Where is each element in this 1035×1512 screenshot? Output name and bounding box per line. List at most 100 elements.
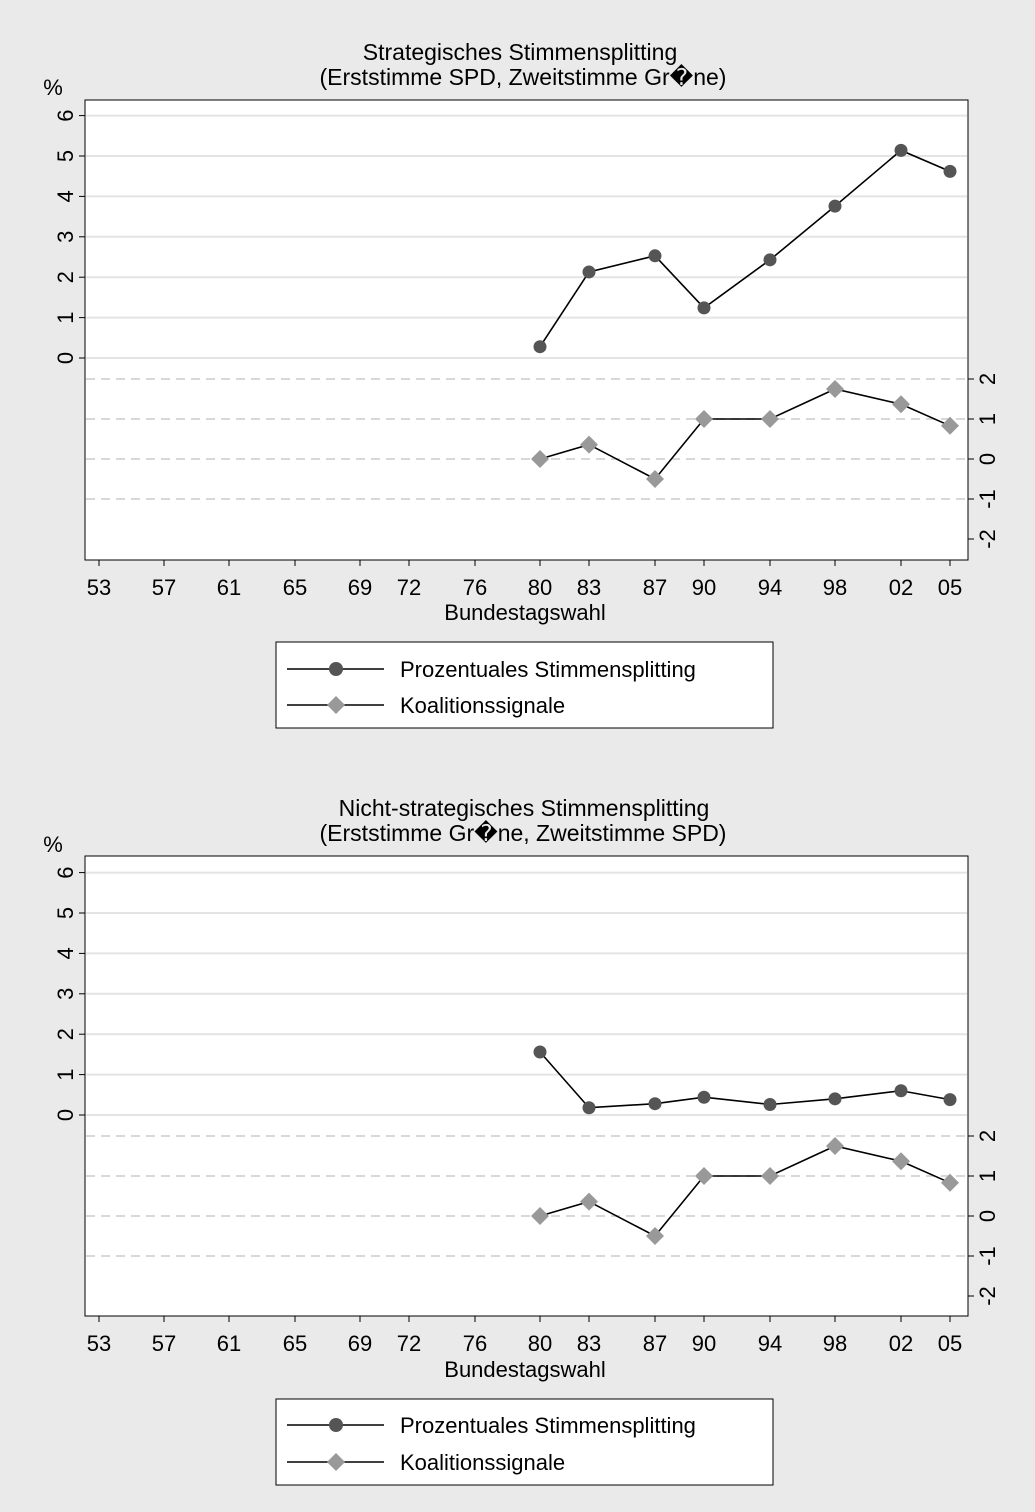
y-tick-label-left: 3 [53, 231, 78, 243]
data-point-circle [763, 253, 777, 267]
y-tick-label-right: -2 [975, 529, 1000, 549]
x-axis-label: Bundestagswahl [444, 1357, 605, 1382]
series-markers [531, 1045, 959, 1245]
x-tick-label: 61 [217, 575, 241, 600]
series-lines [539, 149, 951, 481]
data-point-circle [582, 1101, 596, 1115]
x-tick-label: 57 [152, 1331, 176, 1356]
data-point-circle [697, 301, 711, 315]
x-tick-label: 53 [87, 575, 111, 600]
y-tick-label-left: 3 [53, 988, 78, 1000]
data-point-diamond [761, 410, 779, 428]
y-tick-label-right: -1 [975, 1246, 1000, 1266]
x-tick-label: 87 [643, 575, 667, 600]
chart-title: Nicht-strategisches Stimmensplitting [339, 795, 710, 821]
y-axis-left: 0 1 2 3 4 5 6 [53, 109, 85, 364]
x-tick-label: 87 [643, 1331, 667, 1356]
y-axis-right: -2 -1 0 1 2 [968, 373, 1000, 549]
data-point-circle [697, 1090, 711, 1104]
y-tick-label-left: 4 [53, 947, 78, 959]
y-tick-label-left: 6 [53, 109, 78, 121]
x-tick-label: 72 [397, 575, 421, 600]
x-tick-label: 90 [692, 575, 716, 600]
chart-panel-nonstrategic: Nicht-strategisches Stimmensplitting (Er… [43, 795, 1000, 1486]
y-axis-left: 0 1 2 3 4 5 6 [53, 866, 85, 1121]
plot-area [84, 855, 969, 1317]
data-point-diamond [892, 1152, 910, 1171]
data-point-diamond [941, 1173, 959, 1192]
y-tick-label-left: 2 [53, 271, 78, 283]
x-tick-label: 90 [692, 1331, 716, 1356]
x-tick-label: 76 [463, 575, 487, 600]
data-point-diamond [646, 1227, 664, 1245]
legend: Prozentuales Stimmensplitting Koalitions… [275, 641, 774, 729]
y-tick-label-right: 0 [975, 1210, 1000, 1222]
y-axis-label: % [43, 832, 63, 857]
legend: Prozentuales Stimmensplitting Koalitions… [275, 1398, 774, 1486]
data-point-circle [648, 1097, 662, 1111]
x-tick-label: 83 [577, 1331, 601, 1356]
data-point-circle [533, 1045, 547, 1059]
data-point-diamond [941, 416, 959, 435]
plot-area [84, 99, 969, 561]
gridlines-right [86, 378, 967, 500]
x-tick-label: 98 [823, 1331, 847, 1356]
y-tick-label-right: 1 [975, 413, 1000, 425]
y-tick-label-left: 5 [53, 907, 78, 919]
gridlines-left [86, 114, 967, 359]
x-axis-label: Bundestagswahl [444, 600, 605, 625]
x-tick-label: 05 [938, 575, 962, 600]
data-point-diamond [531, 450, 549, 468]
legend-marker-circle [329, 1418, 343, 1432]
y-tick-label-left: 0 [53, 1109, 78, 1121]
data-point-circle [533, 340, 547, 354]
x-axis: 53 57 61 65 69 72 76 80 83 87 90 94 98 02 05 [87, 1316, 962, 1356]
x-tick-label: 94 [758, 575, 782, 600]
series-line [539, 1145, 951, 1238]
data-point-diamond [531, 1207, 549, 1225]
legend-label-splitting: Prozentuales Stimmensplitting [400, 1413, 696, 1438]
y-tick-label-left: 1 [53, 1068, 78, 1080]
series-line [539, 149, 951, 348]
legend-label-signale: Koalitionssignale [400, 1450, 565, 1475]
y-tick-label-right: 1 [975, 1170, 1000, 1182]
x-tick-label: 02 [889, 575, 913, 600]
data-point-diamond [580, 1192, 598, 1211]
data-point-diamond [761, 1167, 779, 1185]
y-tick-label-left: 1 [53, 311, 78, 323]
x-tick-label: 65 [283, 575, 307, 600]
x-tick-label: 80 [528, 1331, 552, 1356]
x-tick-label: 72 [397, 1331, 421, 1356]
data-point-diamond [826, 1137, 844, 1155]
legend-label-splitting: Prozentuales Stimmensplitting [400, 657, 696, 682]
x-tick-label: 83 [577, 575, 601, 600]
data-point-circle [648, 249, 662, 263]
y-tick-label-right: -1 [975, 489, 1000, 509]
x-tick-label: 02 [889, 1331, 913, 1356]
y-tick-label-left: 6 [53, 866, 78, 878]
gridlines-right [86, 1135, 967, 1257]
data-point-circle [828, 199, 842, 213]
x-tick-label: 94 [758, 1331, 782, 1356]
data-point-diamond [695, 1167, 713, 1185]
series-lines [539, 1051, 951, 1238]
x-tick-label: 05 [938, 1331, 962, 1356]
legend-marker-diamond [327, 1453, 345, 1471]
legend-box [275, 641, 774, 729]
x-tick-label: 80 [528, 575, 552, 600]
data-point-circle [894, 1084, 908, 1098]
data-point-circle [943, 164, 957, 178]
data-point-diamond [695, 410, 713, 428]
legend-marker-diamond [327, 696, 345, 714]
series-markers [531, 143, 959, 488]
data-point-diamond [646, 470, 664, 488]
chart-subtitle: (Erststimme Gr�ne, Zweitstimme SPD) [320, 820, 727, 846]
y-tick-label-left: 5 [53, 150, 78, 162]
y-tick-label-right: 0 [975, 453, 1000, 465]
data-point-circle [943, 1093, 957, 1107]
x-tick-label: 69 [348, 1331, 372, 1356]
legend-marker-circle [329, 662, 343, 676]
data-point-circle [894, 143, 908, 157]
x-tick-label: 76 [463, 1331, 487, 1356]
